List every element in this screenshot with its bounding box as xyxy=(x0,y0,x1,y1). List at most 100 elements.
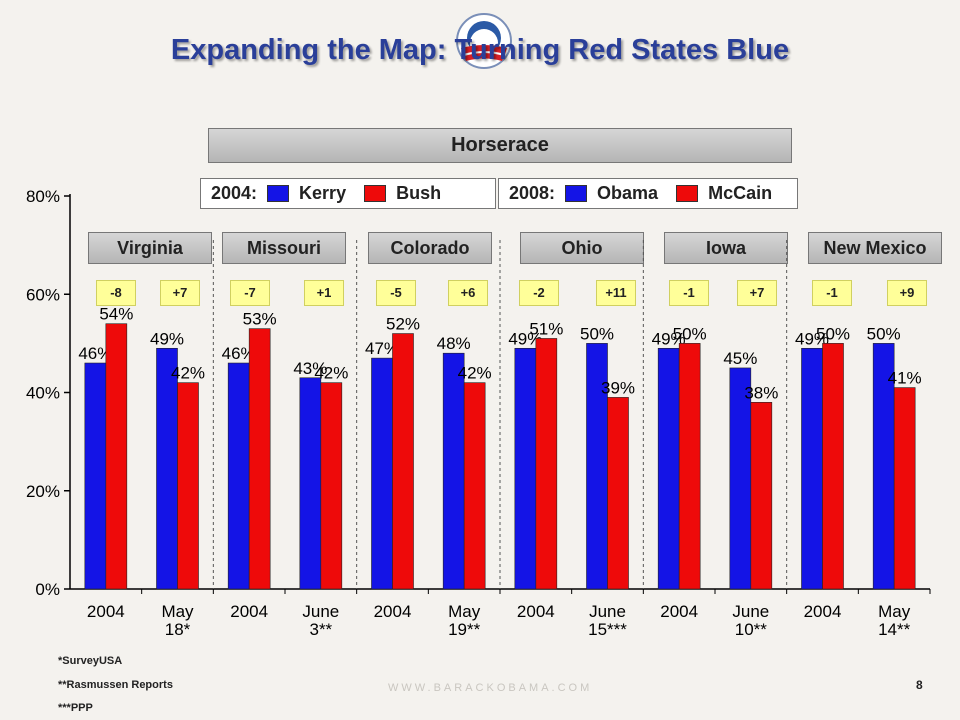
x-tick-label: 18* xyxy=(165,620,191,639)
margin-badge: +7 xyxy=(160,280,200,306)
bar-blue xyxy=(657,347,680,590)
state-label-missouri: Missouri xyxy=(222,232,346,264)
y-tick-label: 0% xyxy=(35,580,60,599)
bar-red xyxy=(607,397,629,590)
page-number: 8 xyxy=(916,678,923,692)
slide-title: Expanding the Map: Turning Red States Bl… xyxy=(170,34,790,66)
bar-blue xyxy=(442,352,465,590)
bar-blue xyxy=(371,357,393,590)
x-tick-label: May xyxy=(161,602,194,621)
data-label: 51% xyxy=(529,319,563,338)
bar-red xyxy=(105,323,128,590)
margin-badge: +7 xyxy=(737,280,777,306)
margin-badge: -2 xyxy=(519,280,559,306)
bar-red xyxy=(392,333,414,590)
margin-badge: +9 xyxy=(887,280,927,306)
data-label: 39% xyxy=(601,378,635,397)
mccain-swatch xyxy=(676,185,699,202)
bar-red xyxy=(463,382,486,590)
bar-blue xyxy=(299,377,322,590)
bush-swatch xyxy=(364,185,387,202)
margin-badge: +6 xyxy=(448,280,488,306)
data-label: 42% xyxy=(458,364,492,383)
bar-red xyxy=(678,343,701,590)
data-label: 42% xyxy=(314,364,348,383)
data-label: 46% xyxy=(222,344,256,363)
margin-badge: +1 xyxy=(304,280,344,306)
data-label: 48% xyxy=(437,334,471,353)
data-label: 43% xyxy=(293,359,327,378)
website-footer: WWW.BARACKOBAMA.COM xyxy=(388,682,593,694)
data-label: 50% xyxy=(673,324,707,343)
bar-red xyxy=(320,382,343,590)
data-label: 46% xyxy=(78,344,112,363)
bar-blue xyxy=(801,347,823,590)
legend-mccain-label: McCain xyxy=(708,183,773,203)
data-label: 52% xyxy=(386,315,420,334)
kerry-swatch xyxy=(267,185,290,202)
bar-blue xyxy=(84,362,107,590)
margin-badge: -1 xyxy=(669,280,709,306)
x-tick-label: 14** xyxy=(878,620,911,639)
x-tick-label: June xyxy=(589,602,626,621)
bar-blue xyxy=(872,343,895,590)
data-label: 38% xyxy=(744,383,778,402)
legend-2004-label: 2004: xyxy=(211,183,258,203)
bar-blue xyxy=(586,343,608,590)
x-tick-label: 10** xyxy=(735,620,768,639)
x-tick-label: May xyxy=(878,602,911,621)
bar-red xyxy=(248,328,271,590)
margin-badge: -1 xyxy=(812,280,852,306)
state-label-iowa: Iowa xyxy=(664,232,788,264)
data-label: 54% xyxy=(99,305,133,324)
x-tick-label: 2004 xyxy=(660,602,698,621)
state-label-new-mexico: New Mexico xyxy=(808,232,942,264)
bar-blue xyxy=(514,347,537,590)
x-tick-label: 2004 xyxy=(804,602,842,621)
data-label: 47% xyxy=(365,339,399,358)
panel-title: Horserace xyxy=(208,128,792,163)
bar-red xyxy=(750,402,773,590)
legend-2008: 2008: Obama McCain xyxy=(498,178,798,209)
footnote-surveyusa: *SurveyUSA xyxy=(58,655,123,667)
margin-badge: -7 xyxy=(230,280,270,306)
x-tick-label: May xyxy=(448,602,481,621)
x-tick-label: 19** xyxy=(448,620,481,639)
legend-2008-label: 2008: xyxy=(509,183,556,203)
data-label: 41% xyxy=(888,369,922,388)
data-label: 50% xyxy=(580,324,614,343)
x-tick-label: 15*** xyxy=(588,620,627,639)
data-label: 45% xyxy=(723,349,757,368)
bar-blue xyxy=(156,347,178,590)
legend-obama-label: Obama xyxy=(597,183,659,203)
data-label: 49% xyxy=(150,329,184,348)
y-tick-label: 60% xyxy=(26,285,60,304)
state-label-colorado: Colorado xyxy=(368,232,492,264)
x-tick-label: 3** xyxy=(309,620,332,639)
x-tick-label: June xyxy=(302,602,339,621)
x-tick-label: 2004 xyxy=(230,602,268,621)
footnote-ppp: ***PPP xyxy=(58,702,93,714)
bar-red xyxy=(893,387,916,590)
bar-red xyxy=(177,382,199,590)
legend-kerry-label: Kerry xyxy=(299,183,347,203)
y-tick-label: 40% xyxy=(26,384,60,403)
bar-red xyxy=(535,338,558,590)
bar-blue xyxy=(729,367,752,590)
data-label: 53% xyxy=(243,310,277,329)
data-label: 49% xyxy=(795,329,829,348)
data-label: 50% xyxy=(816,324,850,343)
x-tick-label: June xyxy=(732,602,769,621)
bar-blue xyxy=(227,362,250,590)
state-label-ohio: Ohio xyxy=(520,232,644,264)
margin-badge: -8 xyxy=(96,280,136,306)
x-tick-label: 2004 xyxy=(517,602,555,621)
margin-badge: +11 xyxy=(596,280,636,306)
footnote-rasmussen: **Rasmussen Reports xyxy=(58,679,173,691)
x-tick-label: 2004 xyxy=(87,602,125,621)
obama-logo-icon xyxy=(456,13,512,69)
x-tick-label: 2004 xyxy=(374,602,412,621)
obama-swatch xyxy=(565,185,588,202)
